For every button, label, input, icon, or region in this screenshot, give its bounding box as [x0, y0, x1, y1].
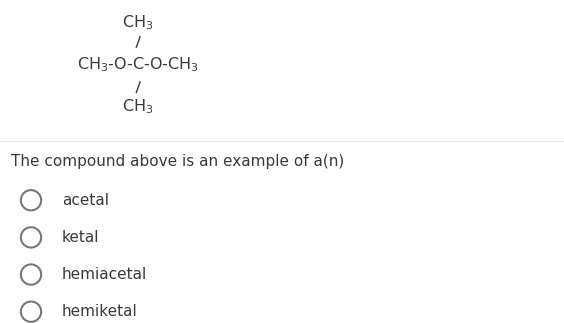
Text: CH$_3$-O-C-O-CH$_3$: CH$_3$-O-C-O-CH$_3$ — [77, 55, 199, 74]
Text: hemiacetal: hemiacetal — [62, 267, 147, 282]
Text: hemiketal: hemiketal — [62, 304, 138, 319]
Text: CH$_3$: CH$_3$ — [122, 13, 154, 32]
Text: ketal: ketal — [62, 230, 99, 245]
Text: The compound above is an example of a(n): The compound above is an example of a(n) — [11, 154, 345, 169]
Text: acetal: acetal — [62, 193, 109, 208]
Text: CH$_3$: CH$_3$ — [122, 97, 154, 116]
